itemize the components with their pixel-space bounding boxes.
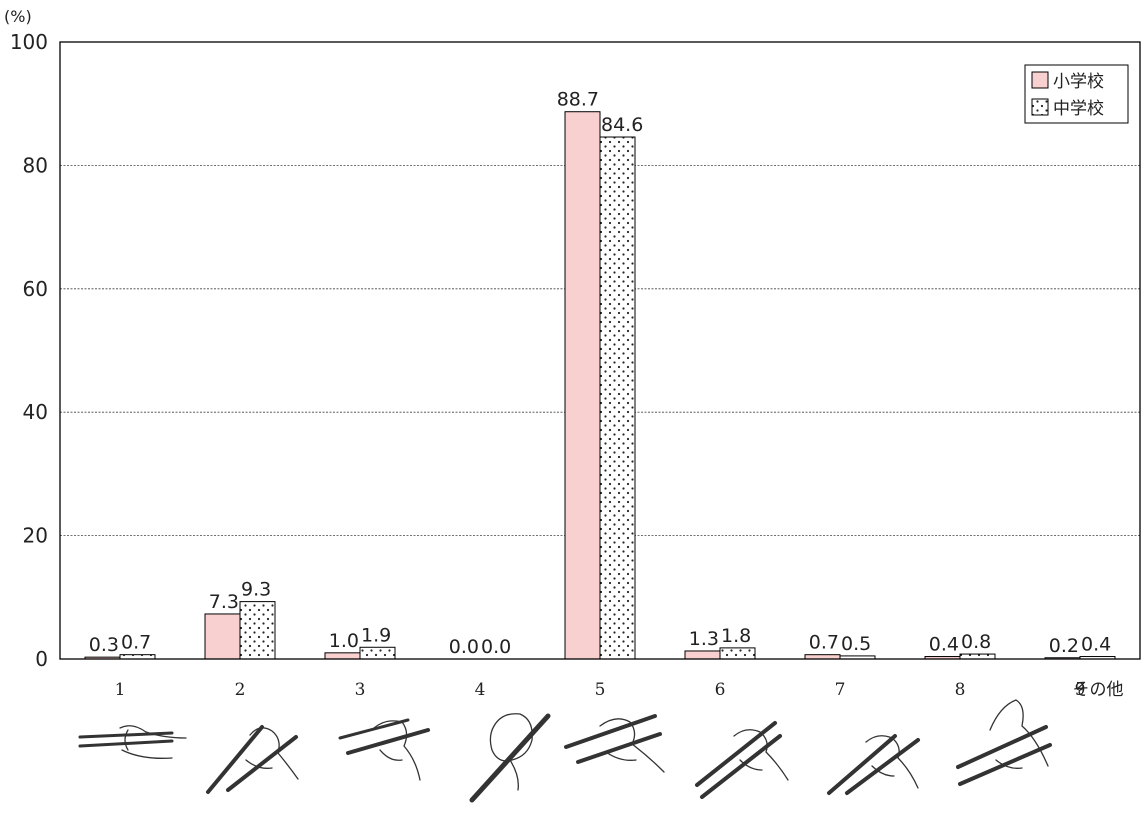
data-label: 0.0 <box>449 636 479 658</box>
data-label: 0.7 <box>121 632 151 654</box>
data-label: 1.0 <box>329 630 359 652</box>
x-category-label: 1 <box>115 680 126 700</box>
plot-area-frame <box>59 41 1141 660</box>
bar-junior-high <box>359 646 396 660</box>
chopstick-grip-illustration-8 <box>956 699 1052 786</box>
x-category-label: 9 <box>1075 680 1086 700</box>
chopstick-grip-illustration-7 <box>827 734 920 795</box>
y-tick-label: 20 <box>23 524 48 548</box>
bar-junior-high <box>719 647 756 660</box>
y-axis-ticks: 0 20 40 60 80 100 <box>10 30 48 671</box>
bar-elementary <box>564 111 601 660</box>
data-label: 0.4 <box>1081 634 1111 656</box>
chopstick-grip-illustration-6 <box>695 721 789 799</box>
data-label: 1.3 <box>689 628 719 650</box>
data-label: 0.2 <box>1049 635 1079 657</box>
y-tick-label: 80 <box>23 153 48 177</box>
x-category-label: 6 <box>715 680 726 700</box>
bars <box>84 111 1116 660</box>
legend-swatch-junior-high <box>1031 98 1049 116</box>
data-label: 1.9 <box>361 624 391 646</box>
x-category-label: 2 <box>235 680 246 700</box>
y-tick-label: 0 <box>35 647 48 671</box>
chopstick-grip-illustration-5 <box>564 714 665 773</box>
data-label: 84.6 <box>601 114 643 136</box>
data-label: 0.3 <box>89 634 119 656</box>
x-axis-categories: 1 2 3 4 5 6 7 8 9 <box>115 680 1086 700</box>
bar-elementary <box>684 650 721 660</box>
bar-junior-high <box>599 136 636 660</box>
legend-swatch-elementary <box>1031 71 1049 89</box>
legend-label-elementary: 小学校 <box>1053 72 1104 92</box>
chopstick-illustrations <box>78 699 1052 803</box>
chopstick-grip-illustration-1 <box>78 725 187 759</box>
y-axis-unit-label: (%) <box>4 7 32 26</box>
chopstick-grip-illustration-3 <box>338 718 430 781</box>
chopstick-grip-illustration-4 <box>469 713 551 803</box>
data-label: 7.3 <box>209 591 239 613</box>
data-label: 0.5 <box>841 633 871 655</box>
bar-junior-high <box>239 601 276 660</box>
bar-elementary <box>204 613 241 660</box>
data-label: 9.3 <box>241 579 271 601</box>
x-category-label: 3 <box>355 680 366 700</box>
x-category-label: 8 <box>955 680 966 700</box>
x-category-label: 7 <box>835 680 846 700</box>
y-tick-label: 40 <box>23 400 48 424</box>
legend-label-junior-high: 中学校 <box>1053 99 1104 119</box>
category-note: その他 <box>1073 680 1124 700</box>
y-tick-label: 100 <box>10 30 48 54</box>
x-category-label: 4 <box>475 680 486 700</box>
legend: 小学校 中学校 <box>1024 64 1129 124</box>
data-label: 0.8 <box>961 631 991 653</box>
data-label: 0.7 <box>809 632 839 654</box>
data-label: 0.4 <box>929 634 959 656</box>
bar-junior-high <box>959 653 996 660</box>
data-label: 1.8 <box>721 625 751 647</box>
bar-elementary <box>324 652 361 660</box>
data-labels: 0.3 0.77.39.31.0 1.90.0 0.088.784.61.3 1.8 0.… <box>89 89 1111 658</box>
chopstick-grip-illustration-2 <box>206 725 299 794</box>
y-tick-label: 60 <box>23 277 48 301</box>
data-label: 88.7 <box>557 89 599 111</box>
x-category-label: 5 <box>595 680 606 700</box>
data-label: 0.0 <box>481 636 511 658</box>
